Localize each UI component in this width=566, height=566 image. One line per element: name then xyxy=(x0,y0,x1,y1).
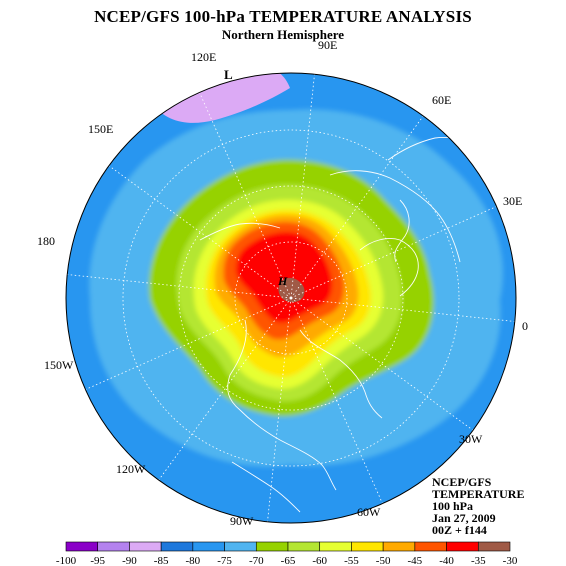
colorbar-swatch xyxy=(382,541,416,552)
lon-label-60e: 60E xyxy=(432,93,451,107)
info-line-field: TEMPERATURE xyxy=(432,487,525,501)
meridian-line xyxy=(290,297,474,431)
lon-label-90e: 90E xyxy=(318,38,337,52)
lon-label-180: 180 xyxy=(37,234,55,248)
colorbar-swatch xyxy=(446,541,479,552)
lon-label-90w: 90W xyxy=(230,514,254,528)
low-marker: L xyxy=(224,67,233,82)
colorbar-swatch xyxy=(319,541,352,552)
colorbar-swatch xyxy=(192,541,225,552)
colorbar-swatch xyxy=(160,541,194,552)
map-border xyxy=(65,72,517,524)
page-title: NCEP/GFS 100-hPa TEMPERATURE ANALYSIS xyxy=(94,7,472,26)
colorbar-tick-label: -95 xyxy=(90,555,105,566)
colorbar: -100 -95 -90 -85 -80 -75 -70 -65 -60 -55 -50 -45 -40… xyxy=(56,541,518,566)
colorbar-tick-label: -35 xyxy=(471,555,486,566)
colorbar-swatch xyxy=(129,541,162,552)
colorbar-tick-label: -65 xyxy=(281,555,296,566)
meridian-line xyxy=(108,165,292,299)
colorbar-tick-label: -90 xyxy=(122,555,137,566)
meridian-line xyxy=(199,92,292,299)
colorbar-tick-label: -70 xyxy=(249,555,264,566)
info-line-forecast: 00Z + f144 xyxy=(432,523,487,537)
meridian-line xyxy=(290,74,315,299)
colorbar-tick-label: -50 xyxy=(376,555,391,566)
colorbar-tick-label: -85 xyxy=(154,555,169,566)
meridian-line xyxy=(67,274,292,299)
colorbar-swatch xyxy=(414,541,447,552)
lon-label-150e: 150E xyxy=(88,122,113,136)
meridian-line xyxy=(290,206,497,299)
graticule xyxy=(67,74,515,522)
colorbar-swatch xyxy=(351,541,384,552)
lon-label-120w: 120W xyxy=(116,462,146,476)
colorbar-tick-label: -40 xyxy=(439,555,454,566)
meridian-line xyxy=(290,297,515,322)
meridian-line xyxy=(158,297,292,481)
page-subtitle: Northern Hemisphere xyxy=(221,27,345,42)
colorbar-swatch xyxy=(255,541,289,552)
high-marker: H xyxy=(277,274,288,288)
colorbar-swatch xyxy=(65,541,99,552)
lon-label-60w: 60W xyxy=(357,505,381,519)
colorbar-swatch xyxy=(477,541,511,552)
band-minus90-to-minus85 xyxy=(150,73,290,123)
info-box: NCEP/GFS TEMPERATURE 100 hPa Jan 27, 200… xyxy=(432,476,524,536)
info-line-model: NCEP/GFS xyxy=(432,475,492,489)
meridian-line xyxy=(85,297,292,390)
colorbar-swatch xyxy=(287,541,321,552)
colorbar-tick-label: -45 xyxy=(408,555,423,566)
info-line-date: Jan 27, 2009 xyxy=(432,511,496,525)
lon-label-30w: 30W xyxy=(459,432,483,446)
colorbar-tick-label: -100 xyxy=(56,555,77,566)
meridian-line xyxy=(290,115,424,299)
colorbar-tick-label: -60 xyxy=(312,555,327,566)
colorbar-swatch xyxy=(97,541,130,552)
meridian-line xyxy=(267,297,292,522)
colorbar-tick-label: -30 xyxy=(503,555,518,566)
meridian-line xyxy=(290,297,383,504)
colorbar-tick-label: -55 xyxy=(344,555,359,566)
colorbar-tick-label: -80 xyxy=(186,555,201,566)
lon-label-30e: 30E xyxy=(503,194,522,208)
colorbar-swatch xyxy=(224,541,257,552)
lon-label-0: 0 xyxy=(522,319,528,333)
temperature-field xyxy=(66,73,516,523)
longitude-labels: 90E 60E 30E 0 30W 60W 90W 120W 150W 180 … xyxy=(37,38,528,528)
colorbar-tick-label: -75 xyxy=(217,555,232,566)
coastlines xyxy=(199,137,479,513)
lon-label-150w: 150W xyxy=(44,358,74,372)
band-minus35-to-minus30 xyxy=(278,277,305,303)
info-line-level: 100 hPa xyxy=(432,499,474,513)
lon-label-120e: 120E xyxy=(191,50,216,64)
